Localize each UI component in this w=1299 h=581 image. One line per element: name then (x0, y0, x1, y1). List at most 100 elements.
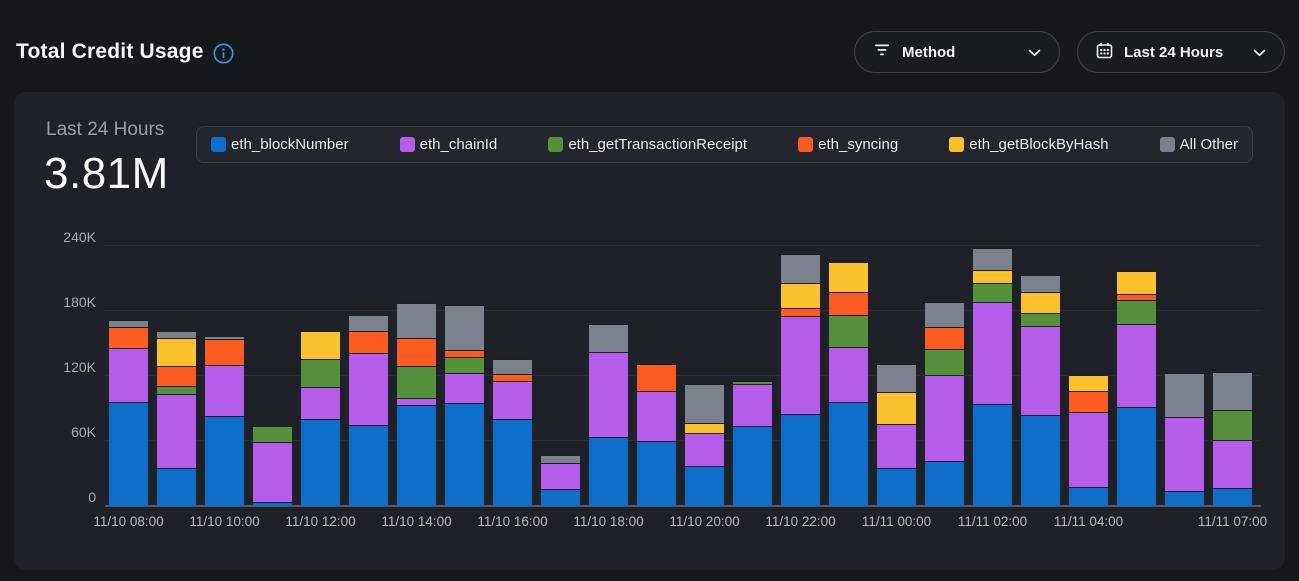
bar-segment[interactable] (877, 392, 916, 424)
bar-segment[interactable] (589, 352, 628, 437)
bar-segment[interactable] (301, 358, 340, 387)
bar-11/11 07:00[interactable] (1213, 371, 1252, 506)
bar-segment[interactable] (1021, 313, 1060, 327)
bar-segment[interactable] (397, 338, 436, 367)
bar-segment[interactable] (493, 419, 532, 506)
bar-segment[interactable] (781, 253, 820, 283)
bar-segment[interactable] (445, 350, 484, 357)
bar-segment[interactable] (1117, 407, 1156, 506)
bar-segment[interactable] (1021, 275, 1060, 292)
bar-segment[interactable] (157, 366, 196, 386)
bar-11/10 14:00[interactable] (397, 303, 436, 506)
bar-segment[interactable] (157, 394, 196, 469)
bar-11/11 06:00[interactable] (1165, 372, 1204, 506)
bar-segment[interactable] (877, 468, 916, 506)
bar-segment[interactable] (205, 416, 244, 506)
bar-segment[interactable] (1117, 270, 1156, 294)
bar-11/11 00:00[interactable] (877, 364, 916, 506)
bar-segment[interactable] (973, 404, 1012, 506)
bar-segment[interactable] (349, 330, 388, 354)
bar-11/11 01:00[interactable] (925, 302, 964, 506)
bar-segment[interactable] (1117, 300, 1156, 324)
bar-segment[interactable] (157, 338, 196, 367)
bar-11/10 19:00[interactable] (637, 364, 676, 506)
bar-segment[interactable] (973, 302, 1012, 405)
bar-11/10 08:00[interactable] (109, 319, 148, 506)
bar-segment[interactable] (157, 330, 196, 339)
legend-item[interactable]: eth_chainId (399, 136, 497, 153)
bar-11/10 12:00[interactable] (301, 330, 340, 506)
bar-segment[interactable] (493, 373, 532, 382)
bar-segment[interactable] (685, 383, 724, 423)
date-range-dropdown[interactable]: Last 24 Hours (1077, 31, 1285, 73)
bar-segment[interactable] (973, 282, 1012, 303)
bar-segment[interactable] (1165, 417, 1204, 491)
bar-segment[interactable] (1213, 439, 1252, 488)
bar-segment[interactable] (445, 372, 484, 404)
bar-segment[interactable] (1213, 371, 1252, 410)
bar-segment[interactable] (301, 386, 340, 420)
bar-11/10 10:00[interactable] (205, 335, 244, 506)
bar-segment[interactable] (925, 374, 964, 461)
bar-segment[interactable] (685, 465, 724, 506)
bar-segment[interactable] (349, 353, 388, 425)
bar-segment[interactable] (589, 436, 628, 506)
bar-11/10 17:00[interactable] (541, 455, 580, 506)
bar-segment[interactable] (445, 304, 484, 350)
bar-segment[interactable] (1165, 490, 1204, 506)
bar-segment[interactable] (1069, 486, 1108, 506)
bar-segment[interactable] (781, 282, 820, 308)
bar-segment[interactable] (397, 303, 436, 339)
bar-segment[interactable] (253, 425, 292, 443)
bar-segment[interactable] (925, 460, 964, 506)
bar-segment[interactable] (1021, 415, 1060, 506)
bar-segment[interactable] (445, 403, 484, 506)
bar-segment[interactable] (541, 462, 580, 489)
bar-segment[interactable] (301, 419, 340, 506)
bar-segment[interactable] (1213, 409, 1252, 440)
bar-segment[interactable] (1069, 411, 1108, 487)
bar-segment[interactable] (1165, 372, 1204, 418)
bar-segment[interactable] (637, 364, 676, 392)
info-icon[interactable] (213, 43, 234, 64)
bar-segment[interactable] (1069, 391, 1108, 412)
bar-segment[interactable] (829, 262, 868, 292)
bar-segment[interactable] (253, 501, 292, 506)
bar-segment[interactable] (205, 339, 244, 366)
bar-segment[interactable] (1021, 326, 1060, 415)
bar-11/10 16:00[interactable] (493, 358, 532, 506)
bar-11/10 18:00[interactable] (589, 324, 628, 506)
bar-segment[interactable] (541, 455, 580, 463)
bar-segment[interactable] (637, 441, 676, 506)
bar-segment[interactable] (781, 307, 820, 317)
bar-segment[interactable] (733, 381, 772, 384)
bar-segment[interactable] (925, 327, 964, 349)
bar-segment[interactable] (397, 366, 436, 398)
bar-11/10 21:00[interactable] (733, 381, 772, 506)
bar-segment[interactable] (829, 402, 868, 506)
bar-segment[interactable] (253, 442, 292, 502)
bar-segment[interactable] (349, 424, 388, 506)
bar-segment[interactable] (589, 324, 628, 353)
bar-11/11 05:00[interactable] (1117, 270, 1156, 506)
bar-segment[interactable] (1021, 291, 1060, 314)
bar-segment[interactable] (1117, 293, 1156, 301)
bar-segment[interactable] (205, 335, 244, 340)
bar-segment[interactable] (781, 413, 820, 506)
bar-segment[interactable] (109, 402, 148, 506)
bar-segment[interactable] (685, 433, 724, 466)
bar-segment[interactable] (829, 315, 868, 347)
bar-segment[interactable] (301, 330, 340, 359)
bar-segment[interactable] (877, 423, 916, 469)
bar-segment[interactable] (205, 365, 244, 417)
bar-segment[interactable] (493, 358, 532, 374)
bar-11/11 04:00[interactable] (1069, 374, 1108, 506)
bar-segment[interactable] (541, 488, 580, 506)
bar-11/10 22:00[interactable] (781, 253, 820, 506)
bar-segment[interactable] (157, 385, 196, 395)
bar-11/11 02:00[interactable] (973, 248, 1012, 506)
bar-segment[interactable] (829, 291, 868, 316)
bar-11/10 11:00[interactable] (253, 425, 292, 506)
bar-segment[interactable] (445, 356, 484, 373)
bar-segment[interactable] (733, 425, 772, 506)
